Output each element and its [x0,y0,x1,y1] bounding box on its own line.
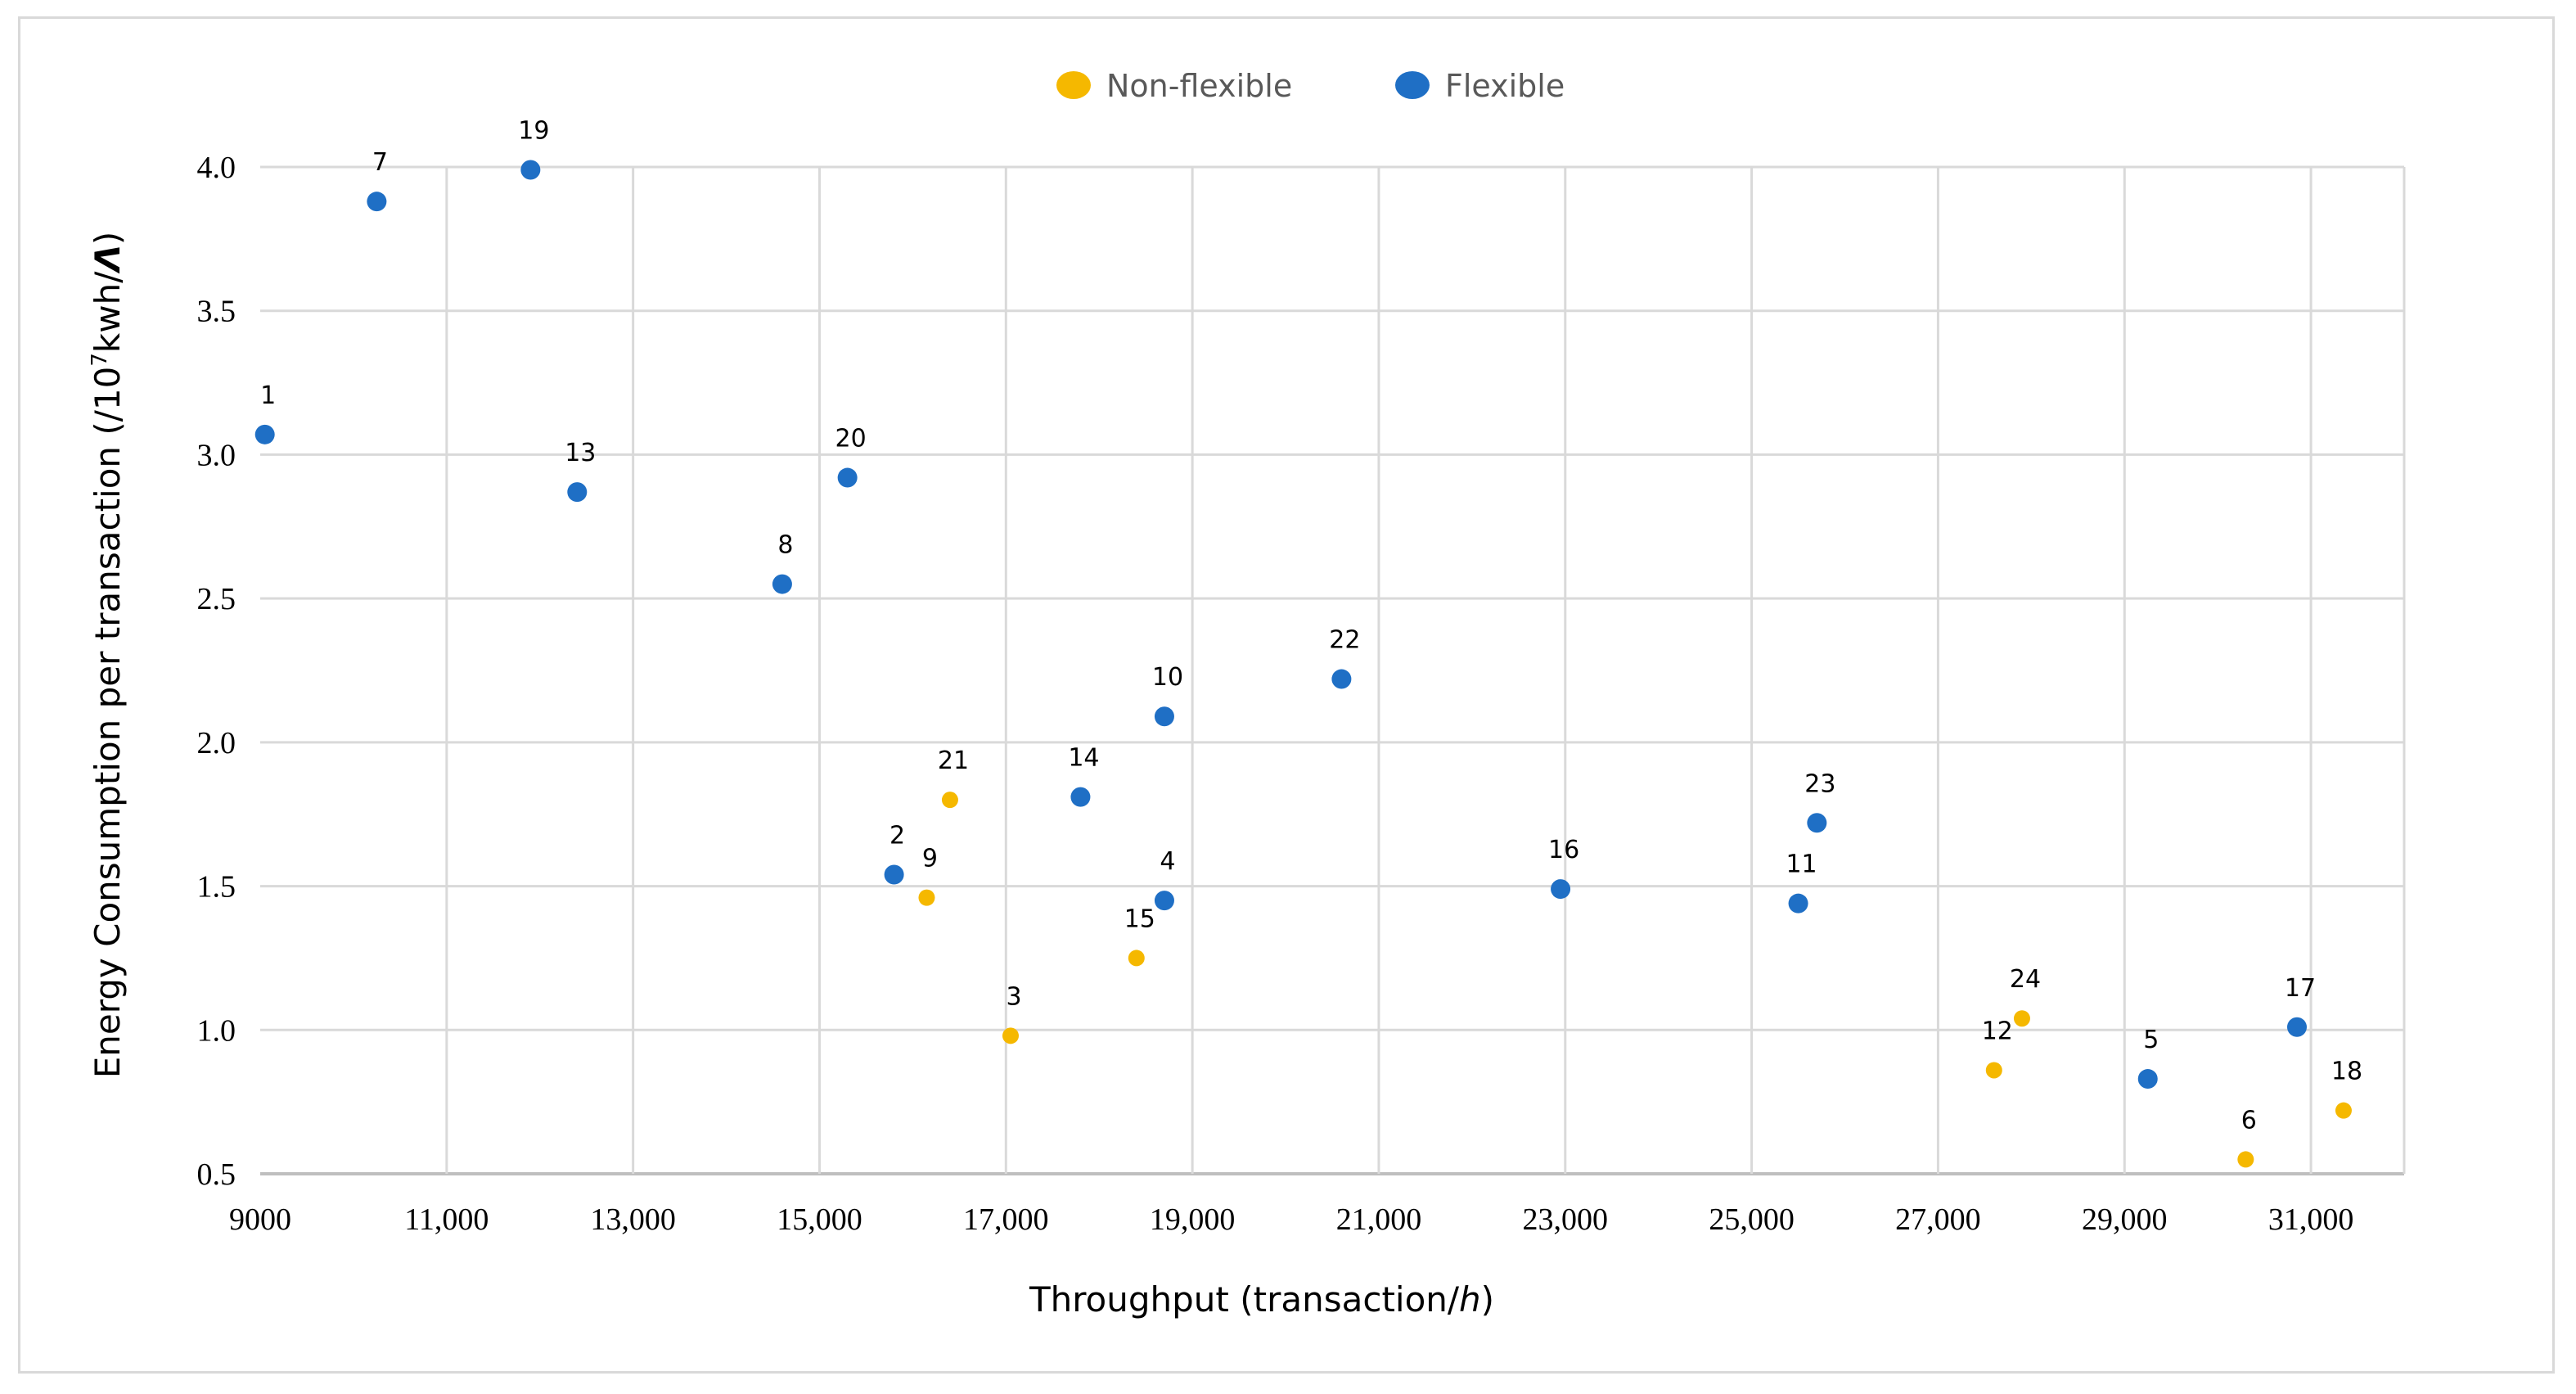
data-label-17: 17 [2285,974,2316,1003]
data-label-21: 21 [938,747,969,775]
data-point-non-flexible-15 [1128,950,1145,967]
y-tick-label: 1.0 [197,1013,236,1048]
data-label-24: 24 [2010,965,2041,994]
data-point-non-flexible-12 [1985,1062,2002,1079]
y-tick-label: 3.0 [197,438,236,472]
x-axis-title: Throughput (transaction/h) [1029,1279,1494,1320]
grid-lines [260,165,2406,1175]
x-tick-label: 19,000 [1150,1202,1236,1237]
data-point-flexible-19 [520,160,541,180]
legend-item-non-flexible: Non-flexible [1056,68,1292,104]
y-tick-label: 4.0 [197,151,236,185]
legend-label-flexible: Flexible [1445,68,1565,104]
data-point-flexible-8 [772,574,792,594]
data-label-18: 18 [2331,1058,2362,1086]
data-point-flexible-22 [1331,669,1352,689]
legend-label-non-flexible: Non-flexible [1106,68,1292,104]
y-tick-labels: 0.5 1.0 1.5 2.0 2.5 3.0 3.5 4.0 [197,151,236,1192]
data-point-flexible-14 [1070,787,1091,807]
data-label-10: 10 [1152,663,1183,692]
data-point-flexible-1 [254,424,275,444]
data-point-non-flexible-24 [2013,1010,2030,1027]
data-point-flexible-10 [1154,706,1174,727]
data-label-7: 7 [372,148,388,177]
data-point-non-flexible-21 [941,792,958,809]
data-point-flexible-20 [837,467,858,488]
x-tick-label: 15,000 [777,1202,862,1237]
data-label-3: 3 [1006,982,1021,1011]
data-label-23: 23 [1804,769,1835,798]
x-tick-label: 23,000 [1523,1202,1609,1237]
data-label-5: 5 [2143,1026,2159,1054]
y-tick-label: 3.5 [197,295,236,329]
data-point-flexible-7 [367,192,387,212]
chart-frame [18,16,2555,1374]
legend-marker-non-flexible [1056,71,1091,99]
x-tick-label: 29,000 [2082,1202,2168,1237]
data-label-13: 13 [565,439,596,467]
y-tick-label: 0.5 [197,1157,236,1192]
x-tick-label: 31,000 [2268,1202,2354,1237]
y-tick-label: 1.5 [197,870,236,905]
data-label-16: 16 [1548,836,1579,864]
data-point-non-flexible-3 [1002,1027,1019,1044]
data-label-15: 15 [1124,905,1155,933]
y-axis-title: Energy Consumption per transaction (/107… [88,232,128,1079]
data-point-flexible-5 [2137,1069,2158,1089]
data-point-flexible-2 [884,864,904,885]
data-point-non-flexible-9 [918,889,935,906]
data-label-1: 1 [260,381,276,410]
data-label-12: 12 [1982,1017,2013,1045]
y-tick-label: 2.0 [197,726,236,760]
data-point-flexible-4 [1154,891,1174,911]
data-point-flexible-16 [1551,879,1571,900]
data-point-flexible-17 [2287,1017,2307,1037]
x-tick-label: 25,000 [1709,1202,1795,1237]
data-points [254,160,2352,1168]
x-tick-labels: 9000 11,000 13,000 15,000 17,000 19,000 21,000… [229,1202,2353,1237]
data-label-19: 19 [518,117,549,146]
data-label-8: 8 [777,531,793,560]
x-tick-label: 9000 [229,1202,291,1237]
legend: Non-flexible Flexible [1056,68,1565,104]
x-tick-label: 11,000 [404,1202,489,1237]
data-point-flexible-13 [567,482,588,503]
legend-item-flexible: Flexible [1395,68,1565,104]
data-label-22: 22 [1329,626,1360,655]
x-tick-label: 17,000 [963,1202,1049,1237]
x-tick-label: 21,000 [1336,1202,1422,1237]
data-label-6: 6 [2241,1106,2257,1135]
data-point-non-flexible-18 [2335,1102,2352,1119]
x-tick-label: 27,000 [1895,1202,1981,1237]
data-label-14: 14 [1068,744,1099,773]
data-label-20: 20 [835,425,867,453]
data-label-9: 9 [922,845,938,873]
data-label-2: 2 [889,822,905,850]
legend-marker-flexible [1395,71,1430,99]
data-label-4: 4 [1160,847,1175,876]
data-point-flexible-11 [1788,893,1808,914]
x-tick-label: 13,000 [590,1202,676,1237]
data-label-11: 11 [1786,850,1817,879]
y-tick-label: 2.5 [197,582,236,616]
data-point-flexible-23 [1807,813,1827,833]
data-point-non-flexible-6 [2237,1151,2254,1168]
